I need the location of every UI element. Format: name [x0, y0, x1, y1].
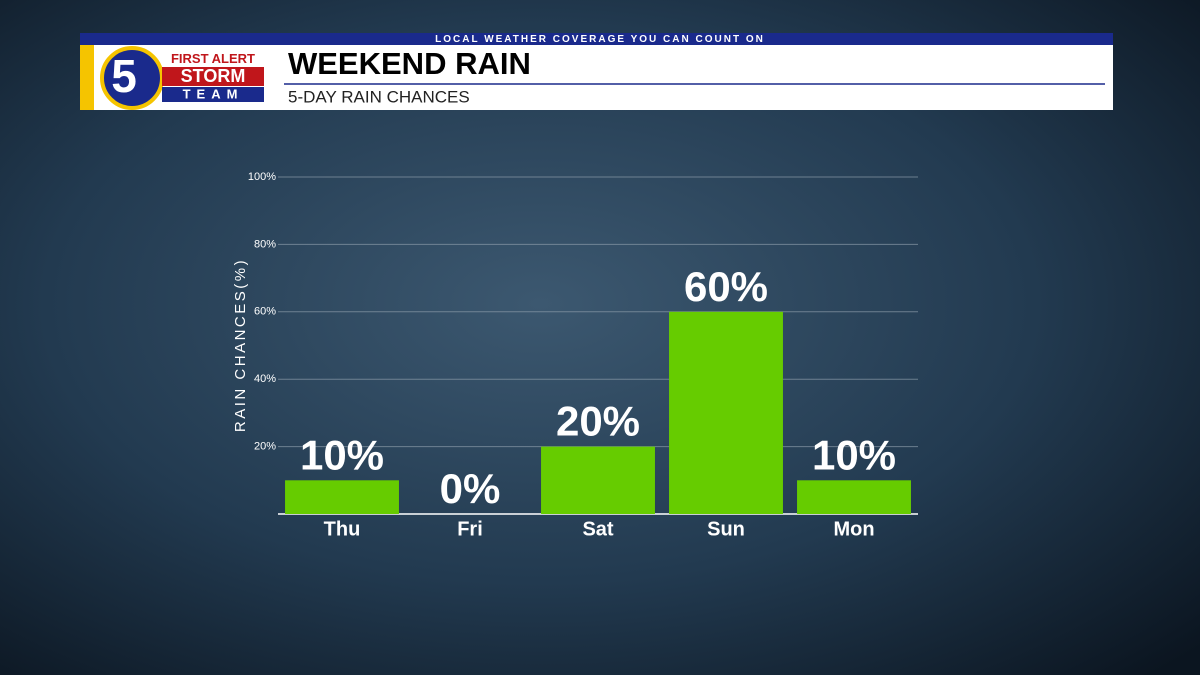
y-tick-label: 20% — [254, 441, 276, 453]
logo-bottom: TEAM — [183, 86, 244, 101]
chart-title: WEEKEND RAIN — [288, 46, 531, 81]
bar — [285, 480, 399, 514]
value-label: 0% — [440, 465, 501, 512]
logo: 5 FIRST ALERT STORM TEAM — [100, 46, 264, 110]
tagline-bar — [80, 33, 1113, 45]
y-tick-label: 80% — [254, 238, 276, 250]
chart-subtitle: 5-DAY RAIN CHANCES — [288, 87, 470, 106]
bar — [669, 311, 783, 514]
logo-number: 5 — [111, 50, 137, 102]
logo-bottom-box — [162, 87, 264, 102]
x-tick-label: Fri — [457, 518, 483, 540]
y-tick-label: 100% — [248, 171, 276, 183]
y-axis-label: RAIN CHANCES(%) — [232, 258, 249, 432]
bar — [797, 480, 911, 514]
x-tick-label: Thu — [324, 518, 361, 540]
tagline: LOCAL WEATHER COVERAGE YOU CAN COUNT ON — [435, 34, 765, 45]
header-accent — [80, 45, 94, 110]
bar — [541, 446, 655, 514]
y-tick-label: 40% — [254, 373, 276, 385]
value-label: 60% — [684, 263, 768, 310]
logo-top-box — [162, 52, 264, 66]
x-tick-label: Sun — [707, 518, 745, 540]
y-tick-label: 60% — [254, 306, 276, 318]
logo-middle-box — [162, 67, 264, 86]
logo-middle: STORM — [181, 66, 246, 86]
value-label: 20% — [556, 398, 640, 445]
x-tick-label: Sat — [582, 518, 613, 540]
x-tick-label: Mon — [833, 518, 874, 540]
value-label: 10% — [300, 431, 384, 478]
logo-top: FIRST ALERT — [171, 51, 255, 66]
value-label: 10% — [812, 431, 896, 478]
